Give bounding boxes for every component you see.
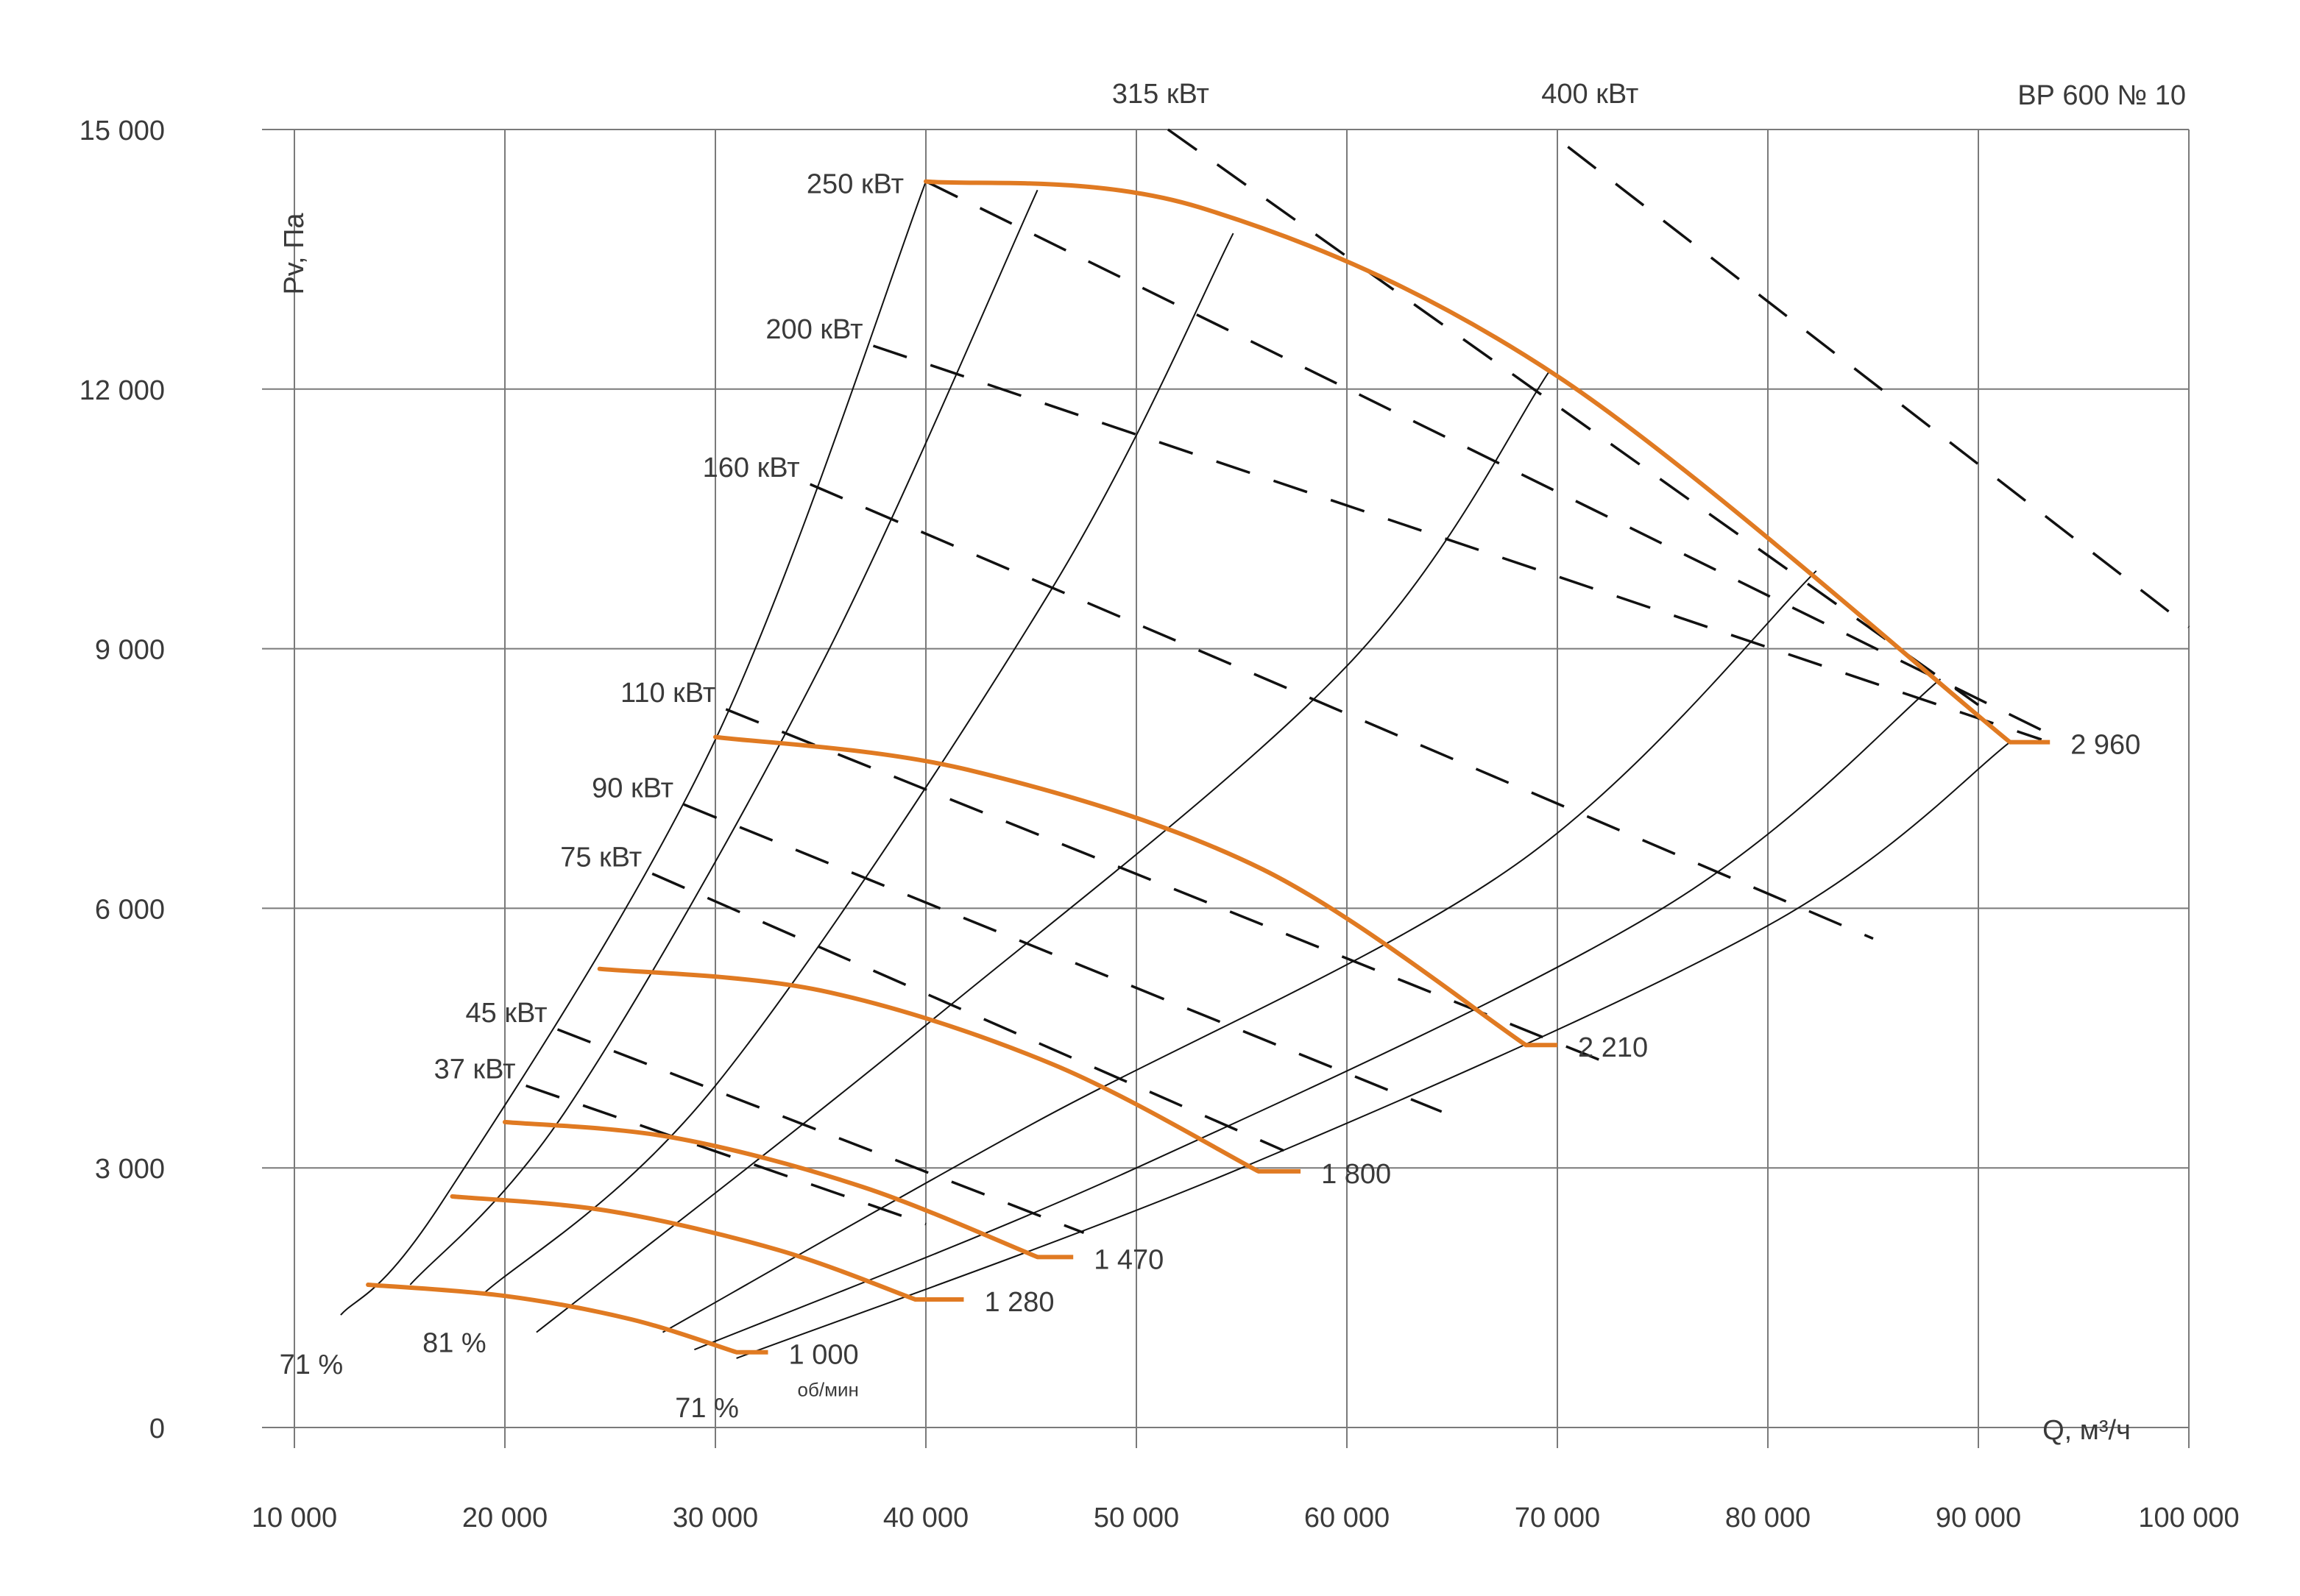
power-line xyxy=(725,708,1611,1065)
grid xyxy=(262,129,2190,1448)
power-line xyxy=(1567,146,2190,628)
power-line xyxy=(1167,128,1980,706)
efficiency-label: 71 % xyxy=(675,1393,739,1424)
power-label: 75 кВт xyxy=(560,842,642,873)
y-tick-label: 15 000 xyxy=(79,116,165,146)
speed-curves xyxy=(366,179,2050,1355)
y-tick-label: 9 000 xyxy=(95,635,165,666)
x-tick-label: 80 000 xyxy=(1725,1503,1811,1533)
x-tick-label: 50 000 xyxy=(1094,1503,1179,1533)
power-line xyxy=(872,344,2042,741)
speed-label: 1 280 xyxy=(984,1287,1054,1318)
efficiency-curves xyxy=(340,181,2011,1359)
power-line xyxy=(651,872,1284,1152)
speed-curve xyxy=(503,1119,1040,1260)
speed-label: 2 210 xyxy=(1578,1032,1648,1063)
power-label: 160 кВт xyxy=(703,453,800,483)
efficiency-curve xyxy=(340,181,927,1316)
speed-unit-label: об/мин xyxy=(798,1379,859,1401)
speed-label: 2 960 xyxy=(2070,730,2140,761)
speed-curve xyxy=(450,1194,918,1302)
power-label: 200 кВт xyxy=(765,314,863,345)
efficiency-label: 71 % xyxy=(280,1349,344,1380)
power-label: 45 кВт xyxy=(466,998,548,1029)
curve-labels: 37 кВт 45 кВт 75 кВт 90 кВт 110 кВт 160 кВт 20… xyxy=(280,79,2141,1424)
speed-label: 1 470 xyxy=(1094,1244,1164,1275)
x-tick-label: 70 000 xyxy=(1515,1503,1600,1533)
x-tick-label: 100 000 xyxy=(2138,1503,2239,1533)
y-tick-label: 0 xyxy=(149,1414,165,1444)
x-tick-label: 40 000 xyxy=(883,1503,969,1533)
speed-curve xyxy=(713,734,1529,1048)
speed-label: 1 800 xyxy=(1321,1159,1391,1190)
efficiency-curve xyxy=(694,678,1942,1351)
efficiency-label: 81 % xyxy=(422,1328,486,1359)
power-line xyxy=(683,803,1443,1113)
chart-title: ВР 600 № 10 xyxy=(2017,80,2186,111)
speed-curve xyxy=(597,966,1261,1174)
power-label: 37 кВт xyxy=(434,1054,516,1085)
axis-ticks: 10 000 20 000 30 000 40 000 50 000 60 000 70 0… xyxy=(79,116,2240,1533)
power-line xyxy=(810,483,1874,940)
y-tick-label: 6 000 xyxy=(95,894,165,925)
efficiency-curve xyxy=(736,741,2011,1359)
efficiency-curve xyxy=(662,570,1817,1333)
x-tick-label: 90 000 xyxy=(1936,1503,2021,1533)
power-line xyxy=(556,1028,1085,1235)
x-tick-label: 30 000 xyxy=(673,1503,758,1533)
x-tick-label: 10 000 xyxy=(252,1503,337,1533)
power-label: 400 кВт xyxy=(1541,79,1638,110)
power-label: 90 кВт xyxy=(592,773,673,804)
y-axis-label: Pv, Па xyxy=(279,213,310,295)
power-label: 110 кВт xyxy=(620,678,715,709)
power-label: 315 кВт xyxy=(1112,79,1209,110)
speed-label: 1 000 xyxy=(789,1340,859,1371)
y-tick-label: 3 000 xyxy=(95,1154,165,1185)
speed-curve xyxy=(366,1283,739,1355)
power-label: 250 кВт xyxy=(807,169,904,200)
x-tick-label: 20 000 xyxy=(462,1503,548,1533)
x-axis-label: Q, м³/ч xyxy=(2042,1415,2131,1446)
efficiency-curve xyxy=(536,371,1550,1333)
power-lines xyxy=(526,128,2190,1235)
efficiency-curve xyxy=(483,233,1234,1294)
power-line xyxy=(526,1084,927,1226)
speed-curve xyxy=(924,179,2012,745)
x-tick-label: 60 000 xyxy=(1304,1503,1390,1533)
y-tick-label: 12 000 xyxy=(79,375,165,406)
power-line xyxy=(925,180,2053,737)
